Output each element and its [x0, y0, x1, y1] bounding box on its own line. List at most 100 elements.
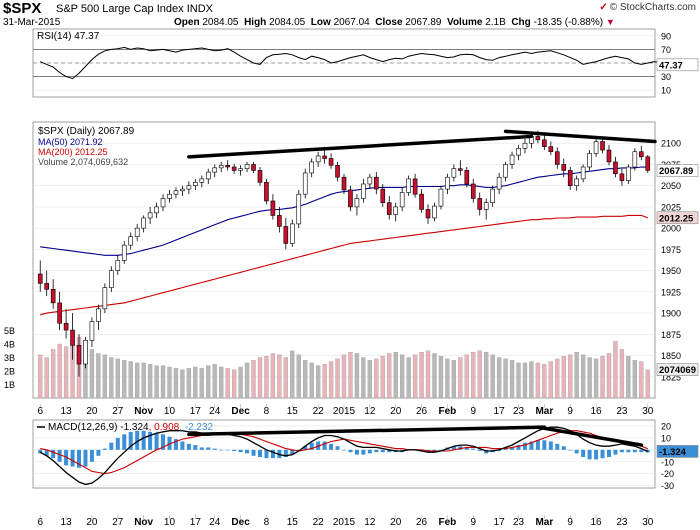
- volume-bar: [89, 349, 95, 399]
- macd-histogram-bar: [367, 449, 372, 454]
- volume-bar: [464, 354, 469, 399]
- candle: [496, 172, 502, 195]
- volume-bar: [542, 364, 547, 399]
- volume-bar: [335, 358, 340, 399]
- price-tick-label: 1875: [661, 330, 681, 340]
- candle: [315, 151, 321, 168]
- macd-histogram-bar: [135, 430, 140, 450]
- macd-xaxis-label: 12: [364, 517, 376, 528]
- candle: [587, 150, 592, 171]
- candle-body: [315, 155, 321, 163]
- candle-body: [464, 170, 470, 185]
- candle: [270, 194, 276, 220]
- volume-bar: [135, 362, 140, 399]
- volume-bar: [199, 368, 204, 399]
- candle-body: [225, 165, 230, 168]
- candle-body: [593, 141, 599, 154]
- macd-histogram-bar: [380, 449, 385, 453]
- volume-bar: [128, 361, 133, 399]
- candle-body: [193, 181, 198, 186]
- candle: [50, 279, 56, 309]
- candle-body: [399, 192, 405, 208]
- candle: [335, 161, 340, 182]
- candle: [63, 308, 69, 339]
- candle: [438, 185, 444, 210]
- macd-xaxis-label: 13: [61, 517, 73, 528]
- macd-histogram-bar: [477, 449, 482, 452]
- price-tick-label: 1975: [661, 245, 681, 255]
- candle: [542, 134, 547, 151]
- price-xaxis-label: 13: [61, 406, 73, 417]
- candle-body: [289, 223, 295, 244]
- price-xaxis-label: 24: [209, 406, 221, 417]
- candle: [412, 173, 418, 198]
- candle-body: [115, 260, 121, 271]
- macd-xaxis-label: 10: [164, 517, 176, 528]
- candle-body: [548, 146, 554, 153]
- rsi-legend: RSI(14) 47.37: [37, 31, 100, 42]
- candle-body: [554, 151, 560, 165]
- brand[interactable]: ✓ © StockCharts.com: [599, 2, 696, 13]
- symbol: $SPX: [3, 0, 42, 17]
- candle-body: [128, 236, 134, 246]
- candle: [251, 161, 256, 173]
- candle: [167, 189, 172, 203]
- volume-bar: [193, 366, 198, 399]
- price-xaxis-label: 17: [190, 406, 202, 417]
- candle-body: [83, 339, 88, 365]
- macd-xaxis-label: 26: [416, 517, 428, 528]
- macd-xaxis-label: Mar: [535, 517, 553, 528]
- volume-bar: [438, 355, 444, 399]
- macd-trendline-falling: [536, 425, 644, 447]
- candle-body: [244, 164, 250, 170]
- candle-body: [451, 168, 457, 178]
- macd-histogram-bar: [581, 449, 586, 457]
- candle: [83, 336, 88, 369]
- ma200-value-tag-box: [656, 211, 699, 225]
- volume-tick-label: 5B: [4, 326, 15, 336]
- candle-body: [587, 153, 592, 168]
- volume-bar: [322, 364, 327, 399]
- macd-histogram-bar: [451, 446, 456, 450]
- candle: [121, 240, 127, 264]
- candle-body: [477, 198, 483, 210]
- candle: [483, 198, 489, 220]
- candle: [554, 147, 560, 169]
- close-value: 2067.89: [405, 17, 442, 28]
- volume-bar: [406, 357, 411, 399]
- candle: [367, 173, 373, 190]
- candle-body: [490, 188, 495, 203]
- candle: [503, 161, 508, 182]
- volume-bar: [516, 362, 521, 399]
- ma200-legend: MA(200) 2012.25: [38, 147, 108, 157]
- volume-bar: [354, 353, 360, 399]
- candle-body: [386, 202, 392, 215]
- macd-xaxis-label: Feb: [439, 517, 457, 528]
- candle: [218, 161, 224, 173]
- price-xaxis-label: Mar: [535, 406, 553, 417]
- volume-bar: [626, 355, 631, 399]
- macd-histogram-bar: [542, 440, 547, 450]
- macd-xaxis-label: 2015: [333, 517, 356, 528]
- candle-body: [645, 156, 651, 171]
- price-xaxis-label: 17: [494, 406, 506, 417]
- candle-body: [380, 188, 386, 203]
- candle-body: [522, 142, 528, 149]
- volume-bar: [219, 366, 224, 399]
- candle-body: [102, 287, 108, 310]
- candle: [147, 206, 153, 224]
- volume-bar: [613, 341, 618, 399]
- volume-bar: [522, 362, 528, 399]
- candle: [180, 185, 185, 196]
- macd-histogram-bar: [290, 449, 295, 455]
- rsi-tick-label: 70: [661, 45, 671, 55]
- candle: [225, 160, 230, 171]
- macd-xaxis-label: 9: [567, 517, 573, 528]
- macd-xaxis-label: 22: [313, 517, 325, 528]
- macd-histogram-bar: [70, 449, 75, 467]
- price-xaxis-label: 22: [313, 406, 325, 417]
- candle: [173, 187, 179, 199]
- candle-body: [393, 206, 399, 215]
- candle: [238, 165, 243, 176]
